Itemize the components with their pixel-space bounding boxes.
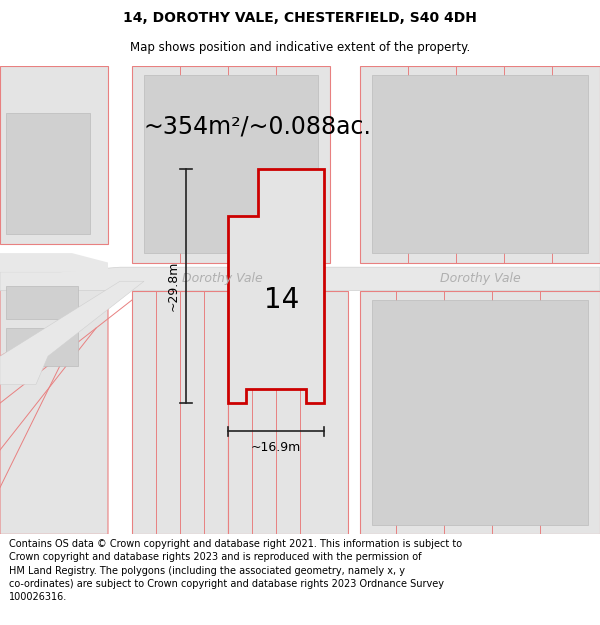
Polygon shape: [372, 75, 588, 253]
Polygon shape: [0, 281, 108, 534]
Polygon shape: [360, 291, 600, 534]
Text: Map shows position and indicative extent of the property.: Map shows position and indicative extent…: [130, 41, 470, 54]
Polygon shape: [6, 286, 78, 319]
Polygon shape: [6, 112, 90, 234]
Text: ~354m²/~0.088ac.: ~354m²/~0.088ac.: [144, 114, 372, 139]
Polygon shape: [360, 66, 600, 262]
Text: ~16.9m: ~16.9m: [251, 441, 301, 454]
Polygon shape: [0, 66, 108, 244]
Text: 14, DOROTHY VALE, CHESTERFIELD, S40 4DH: 14, DOROTHY VALE, CHESTERFIELD, S40 4DH: [123, 11, 477, 26]
Text: Dorothy Vale: Dorothy Vale: [182, 272, 262, 286]
Polygon shape: [228, 291, 348, 534]
Text: 14: 14: [265, 286, 299, 314]
Text: Contains OS data © Crown copyright and database right 2021. This information is : Contains OS data © Crown copyright and d…: [9, 539, 462, 602]
Polygon shape: [132, 66, 330, 262]
Polygon shape: [0, 268, 600, 291]
Text: ~29.8m: ~29.8m: [166, 261, 179, 311]
Text: Dorothy Vale: Dorothy Vale: [440, 272, 520, 286]
Polygon shape: [132, 291, 228, 534]
Polygon shape: [6, 328, 78, 366]
Polygon shape: [0, 281, 144, 384]
Polygon shape: [228, 169, 324, 403]
Polygon shape: [372, 300, 588, 525]
Polygon shape: [144, 75, 318, 253]
Polygon shape: [0, 253, 108, 272]
